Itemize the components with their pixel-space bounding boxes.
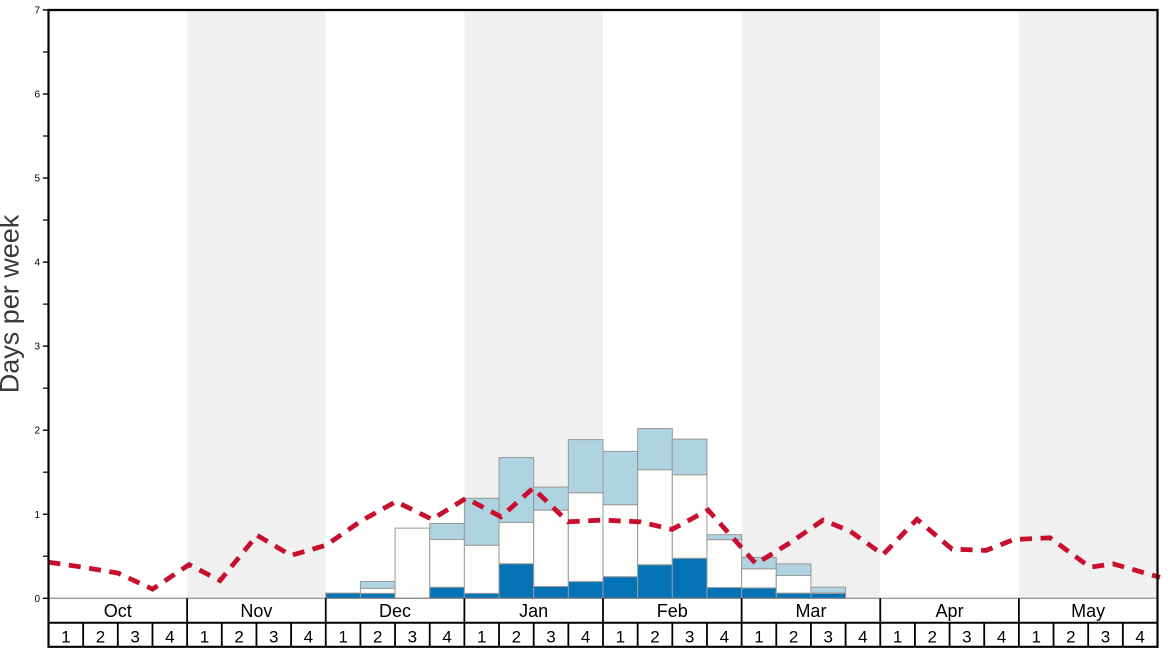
svg-text:1: 1	[338, 627, 347, 646]
svg-text:0: 0	[34, 594, 40, 605]
svg-text:3: 3	[34, 342, 40, 353]
svg-text:1: 1	[893, 627, 902, 646]
svg-text:2: 2	[34, 426, 40, 437]
svg-text:Days per week: Days per week	[0, 214, 25, 393]
svg-text:3: 3	[1101, 627, 1110, 646]
svg-text:3: 3	[685, 627, 694, 646]
svg-text:3: 3	[269, 627, 278, 646]
svg-text:4: 4	[165, 627, 174, 646]
svg-text:2: 2	[96, 627, 105, 646]
svg-text:Feb: Feb	[657, 601, 688, 621]
svg-text:Nov: Nov	[240, 601, 272, 621]
svg-text:2: 2	[373, 627, 382, 646]
svg-text:1: 1	[61, 627, 70, 646]
svg-text:Dec: Dec	[379, 601, 411, 621]
svg-text:4: 4	[858, 627, 867, 646]
svg-text:4: 4	[304, 627, 313, 646]
svg-text:4: 4	[720, 627, 729, 646]
svg-text:4: 4	[34, 258, 40, 269]
svg-text:4: 4	[997, 627, 1006, 646]
svg-text:4: 4	[1135, 627, 1144, 646]
svg-text:1: 1	[754, 627, 763, 646]
svg-text:2: 2	[789, 627, 798, 646]
svg-text:7: 7	[34, 5, 40, 16]
svg-text:6: 6	[34, 90, 40, 101]
svg-text:2: 2	[927, 627, 936, 646]
svg-text:2: 2	[234, 627, 243, 646]
svg-text:2: 2	[512, 627, 521, 646]
svg-text:Apr: Apr	[936, 601, 964, 621]
svg-text:4: 4	[581, 627, 590, 646]
svg-text:3: 3	[824, 627, 833, 646]
svg-text:1: 1	[1031, 627, 1040, 646]
svg-text:3: 3	[130, 627, 139, 646]
svg-text:Jan: Jan	[519, 601, 548, 621]
svg-text:May: May	[1071, 601, 1105, 621]
svg-text:3: 3	[546, 627, 555, 646]
svg-text:Oct: Oct	[104, 601, 132, 621]
svg-text:3: 3	[962, 627, 971, 646]
svg-text:4: 4	[442, 627, 451, 646]
svg-text:2: 2	[1066, 627, 1075, 646]
svg-text:3: 3	[408, 627, 417, 646]
svg-text:Mar: Mar	[795, 601, 826, 621]
svg-text:1: 1	[616, 627, 625, 646]
svg-text:1: 1	[477, 627, 486, 646]
svg-text:1: 1	[200, 627, 209, 646]
svg-text:5: 5	[34, 174, 40, 185]
svg-text:2: 2	[650, 627, 659, 646]
svg-text:1: 1	[34, 510, 40, 521]
